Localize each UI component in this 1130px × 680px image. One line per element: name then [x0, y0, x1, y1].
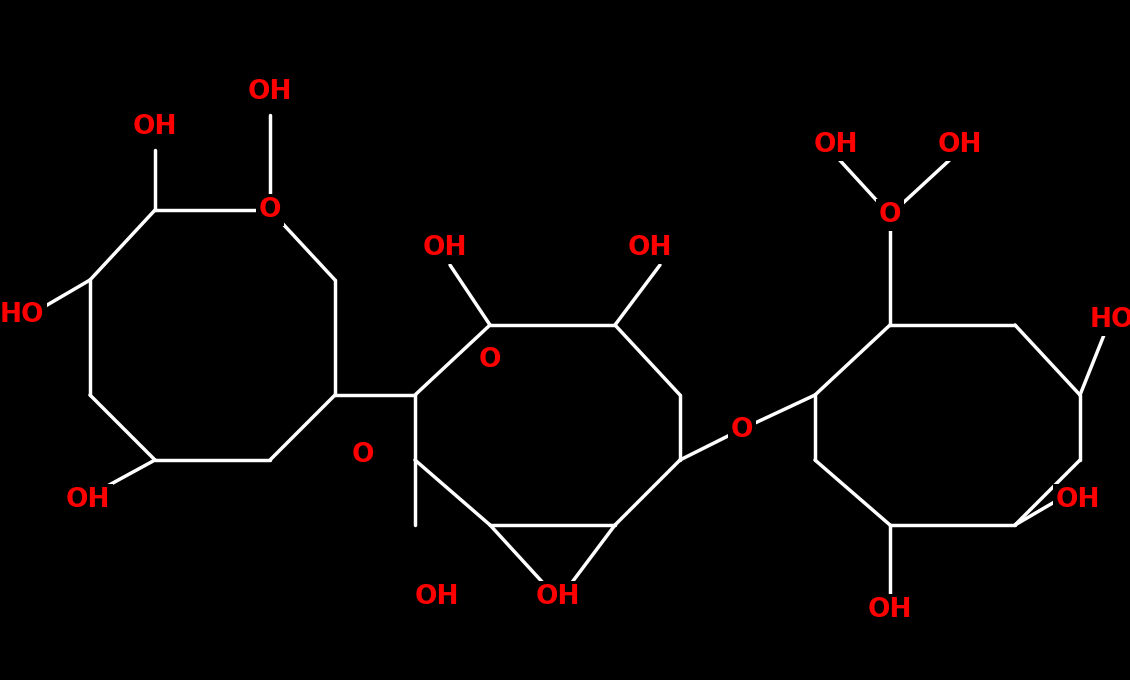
Text: O: O: [479, 347, 502, 373]
Text: OH: OH: [247, 79, 293, 105]
Text: OH: OH: [536, 584, 580, 610]
Text: OH: OH: [938, 132, 982, 158]
Text: OH: OH: [66, 487, 111, 513]
Text: HO: HO: [0, 302, 44, 328]
Text: OH: OH: [814, 132, 859, 158]
Text: OH: OH: [868, 597, 912, 623]
Text: O: O: [259, 197, 281, 223]
Text: OH: OH: [1055, 487, 1101, 513]
Text: O: O: [351, 442, 374, 468]
Text: HO: HO: [1089, 307, 1130, 333]
Text: OH: OH: [423, 235, 467, 261]
Text: OH: OH: [415, 584, 459, 610]
Text: OH: OH: [628, 235, 672, 261]
Text: O: O: [731, 417, 754, 443]
Text: OH: OH: [132, 114, 177, 140]
Text: O: O: [879, 202, 902, 228]
